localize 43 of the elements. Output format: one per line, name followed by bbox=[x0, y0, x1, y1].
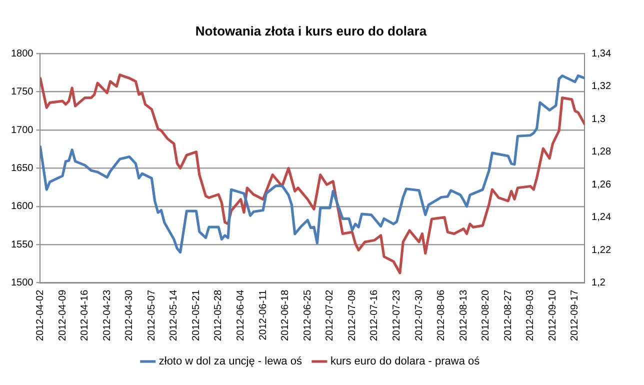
x-tick-label: 2012-06-18 bbox=[280, 289, 292, 342]
x-tick-label: 2012-08-27 bbox=[502, 289, 514, 342]
y-tick-label: 1650 bbox=[10, 162, 34, 174]
chart-title: Notowania złota i kurs euro do dolara bbox=[195, 23, 428, 38]
y2-tick-label: 1,28 bbox=[592, 146, 612, 158]
y-tick-label: 1500 bbox=[10, 278, 34, 289]
legend-label: kurs euro do dolara - prawa oś bbox=[330, 356, 480, 368]
y2-tick-label: 1,2 bbox=[592, 278, 606, 289]
x-tick-label: 2012-05-28 bbox=[213, 289, 224, 342]
x-tick-label: 2012-05-14 bbox=[168, 289, 180, 342]
x-tick-label: 2012-09-17 bbox=[570, 289, 581, 342]
y2-tick-label: 1,22 bbox=[592, 244, 612, 256]
x-tick-label: 2012-05-21 bbox=[190, 289, 202, 342]
legend-label: złoto w dol za uncję - lewa oś bbox=[158, 356, 302, 368]
y2-tick-label: 1,24 bbox=[592, 212, 612, 224]
x-tick-label: 2012-04-23 bbox=[102, 289, 113, 342]
y-tick-label: 1700 bbox=[10, 124, 34, 136]
x-tick-label: 2012-04-02 bbox=[34, 289, 46, 342]
x-tick-label: 2012-07-23 bbox=[391, 289, 402, 342]
x-tick-label: 2012-09-03 bbox=[525, 289, 536, 342]
y-tick-label: 1600 bbox=[10, 201, 34, 212]
x-tick-label: 2012-04-30 bbox=[124, 289, 136, 342]
x-tick-label: 2012-08-13 bbox=[458, 289, 470, 342]
x-tick-label: 2012-09-10 bbox=[547, 289, 558, 342]
x-tick-label: 2012-07-16 bbox=[369, 289, 380, 342]
x-tick-label: 2012-08-06 bbox=[436, 289, 448, 342]
x-tick-label: 2012-06-11 bbox=[258, 289, 269, 340]
x-tick-label: 2012-07-30 bbox=[414, 289, 425, 342]
x-tick-label: 2012-06-25 bbox=[302, 289, 314, 342]
x-tick-label: 2012-06-04 bbox=[236, 289, 247, 342]
y2-tick-label: 1,3 bbox=[592, 114, 606, 125]
y-tick-label: 1800 bbox=[10, 48, 34, 60]
x-tick-label: 2012-05-07 bbox=[146, 289, 158, 342]
y2-tick-label: 1,32 bbox=[592, 81, 612, 92]
x-tick-label: 2012-04-16 bbox=[80, 289, 91, 342]
y2-tick-label: 1,26 bbox=[592, 179, 612, 190]
y2-tick-label: 1,34 bbox=[592, 48, 612, 60]
x-tick-label: 2012-04-09 bbox=[57, 289, 68, 342]
y-tick-label: 1750 bbox=[10, 86, 34, 98]
x-tick-label: 2012-07-02 bbox=[324, 289, 336, 342]
x-tick-label: 2012-07-09 bbox=[346, 289, 358, 342]
y-tick-label: 1550 bbox=[10, 239, 34, 250]
x-tick-label: 2012-08-20 bbox=[480, 289, 492, 342]
